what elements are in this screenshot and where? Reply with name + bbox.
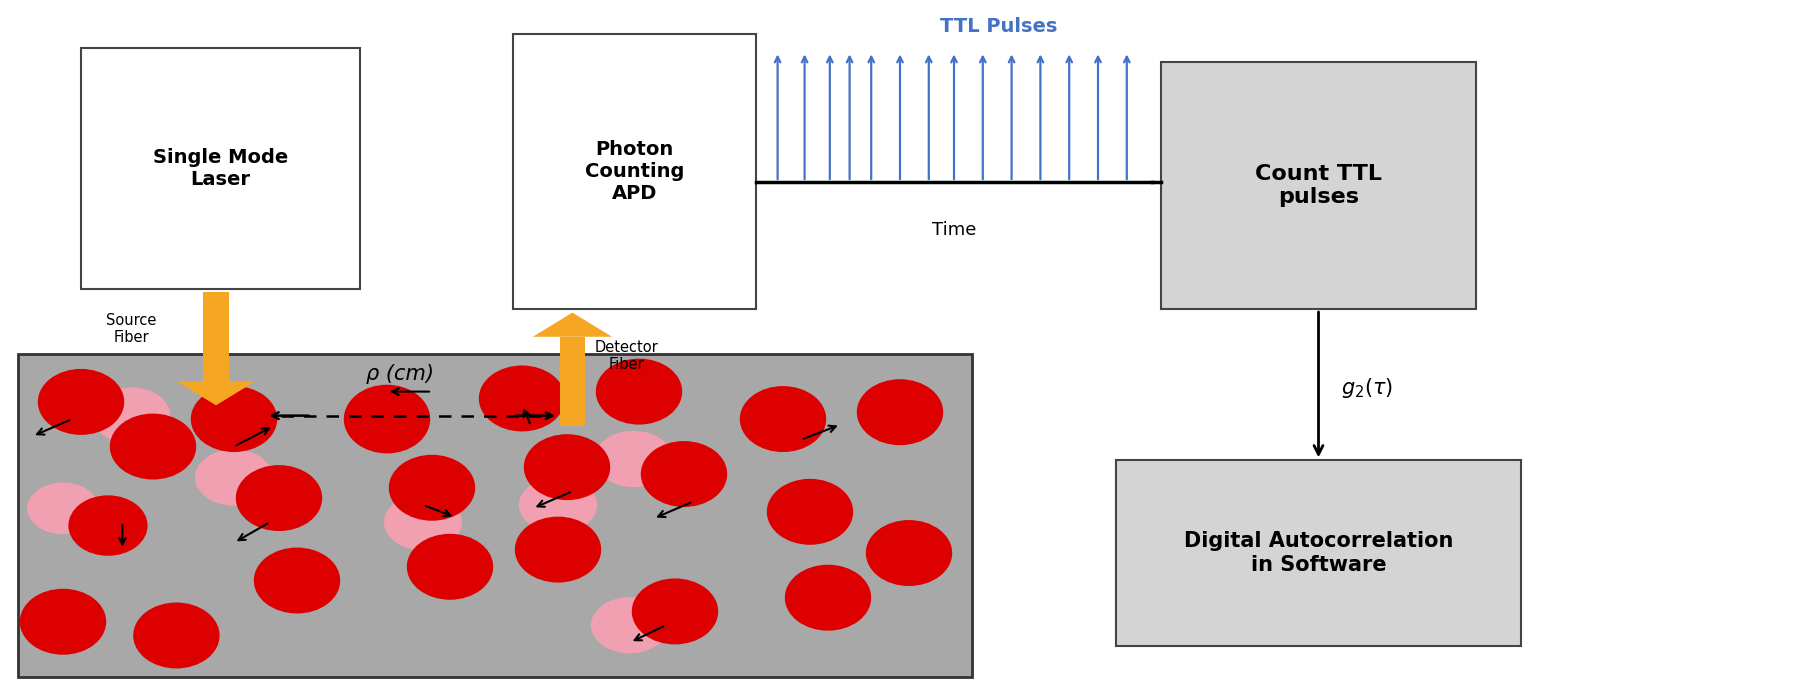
Text: Count TTL
pulses: Count TTL pulses <box>1255 164 1382 207</box>
Text: ρ (cm): ρ (cm) <box>365 364 434 385</box>
Ellipse shape <box>594 431 673 487</box>
Ellipse shape <box>27 483 99 534</box>
Text: TTL Pulses: TTL Pulses <box>940 17 1058 36</box>
Ellipse shape <box>254 548 340 613</box>
Ellipse shape <box>479 365 565 431</box>
FancyBboxPatch shape <box>1116 460 1521 646</box>
Text: Time: Time <box>932 221 976 239</box>
Ellipse shape <box>524 434 610 500</box>
Ellipse shape <box>785 565 871 631</box>
Text: Source
Fiber: Source Fiber <box>106 313 157 345</box>
Ellipse shape <box>20 589 106 655</box>
Ellipse shape <box>740 386 826 452</box>
Ellipse shape <box>92 387 171 444</box>
Ellipse shape <box>194 449 274 506</box>
Bar <box>203 292 229 381</box>
Ellipse shape <box>590 597 670 653</box>
FancyBboxPatch shape <box>1161 62 1476 309</box>
Text: Photon
Counting
APD: Photon Counting APD <box>585 140 684 203</box>
FancyBboxPatch shape <box>513 34 756 309</box>
Ellipse shape <box>110 414 196 480</box>
Ellipse shape <box>590 597 670 653</box>
Ellipse shape <box>632 578 718 644</box>
Bar <box>560 337 585 426</box>
Ellipse shape <box>383 494 463 550</box>
Ellipse shape <box>866 520 952 586</box>
Ellipse shape <box>857 379 943 445</box>
Ellipse shape <box>236 465 322 531</box>
Ellipse shape <box>407 534 493 600</box>
Ellipse shape <box>641 441 727 507</box>
Ellipse shape <box>767 479 853 545</box>
FancyBboxPatch shape <box>81 48 360 289</box>
Ellipse shape <box>194 449 274 506</box>
Text: $g_2(\tau)$: $g_2(\tau)$ <box>1341 376 1393 400</box>
Ellipse shape <box>27 483 99 534</box>
Polygon shape <box>533 313 612 337</box>
Polygon shape <box>176 381 256 405</box>
Ellipse shape <box>38 369 124 435</box>
Text: Single Mode
Laser: Single Mode Laser <box>153 148 288 189</box>
Ellipse shape <box>389 455 475 521</box>
Ellipse shape <box>594 431 673 487</box>
Ellipse shape <box>92 387 171 444</box>
Ellipse shape <box>383 494 463 550</box>
Ellipse shape <box>518 477 598 533</box>
Ellipse shape <box>191 386 277 452</box>
FancyBboxPatch shape <box>18 354 972 677</box>
Ellipse shape <box>515 517 601 583</box>
Ellipse shape <box>344 385 430 453</box>
Ellipse shape <box>596 359 682 425</box>
Text: Digital Autocorrelation
in Software: Digital Autocorrelation in Software <box>1184 532 1453 574</box>
Ellipse shape <box>68 495 148 556</box>
Ellipse shape <box>518 477 598 533</box>
Text: Detector
Fiber: Detector Fiber <box>594 340 659 372</box>
Ellipse shape <box>133 602 220 668</box>
